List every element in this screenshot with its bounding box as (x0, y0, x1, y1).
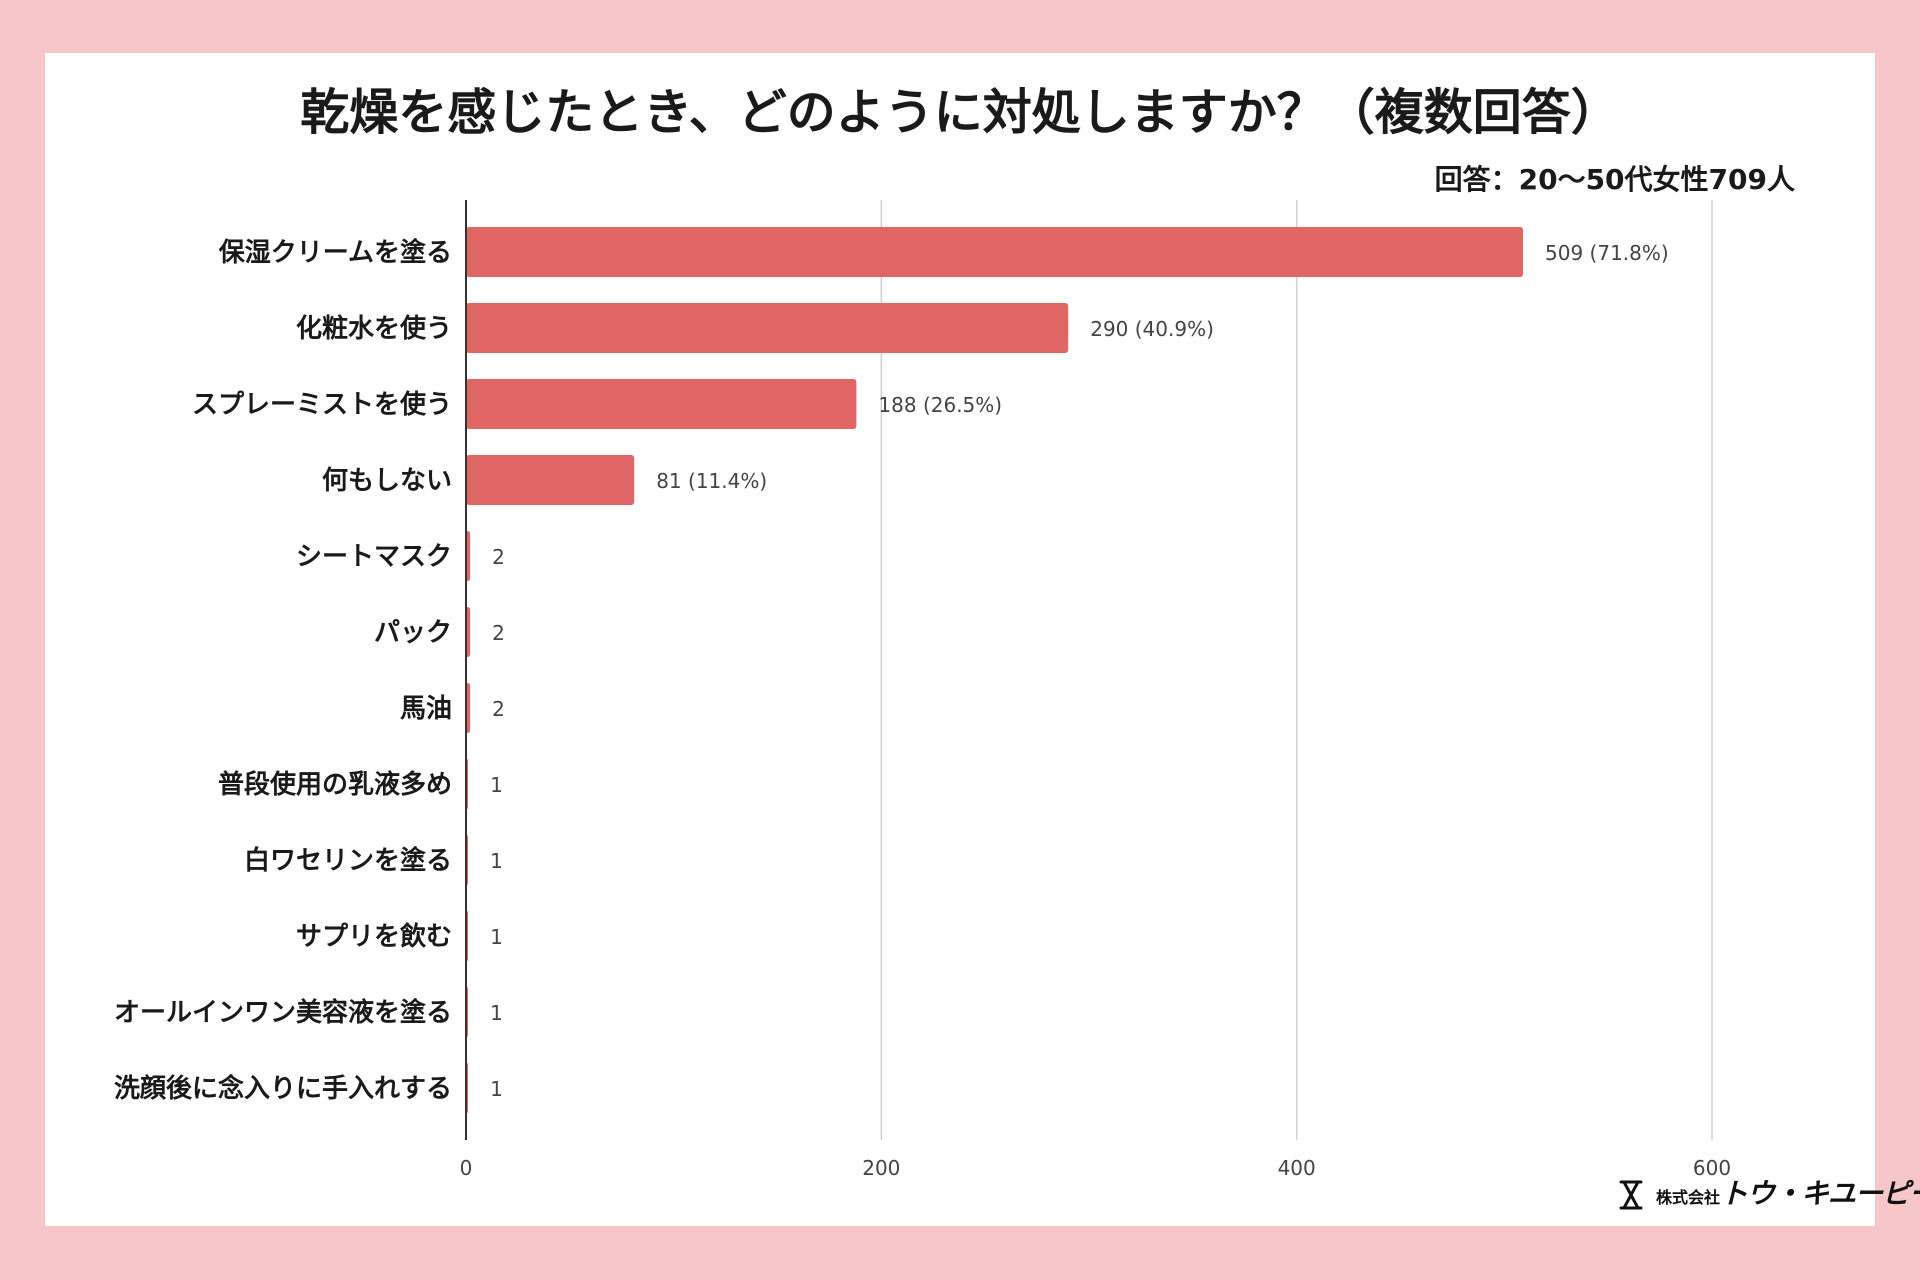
data-label: 509 (71.8%) (1545, 241, 1669, 265)
chart-title: 乾燥を感じたとき、どのように対処しますか？（複数回答） (300, 84, 1620, 141)
category-label: 白ワセリンを塗る (244, 845, 452, 876)
bar (466, 379, 857, 429)
data-label: 1 (490, 1077, 503, 1101)
data-label: 1 (490, 849, 503, 873)
data-label: 1 (490, 925, 503, 949)
category-label: スプレーミストを使う (192, 390, 452, 420)
bar (466, 683, 471, 733)
category-label: 化粧水を使う (296, 313, 452, 344)
category-label: 洗顔後に念入りに手入れする (114, 1073, 452, 1104)
bars (466, 227, 1524, 1113)
bar (466, 607, 471, 657)
category-label: 馬油 (400, 694, 452, 724)
x-tick-label: 600 (1693, 1156, 1731, 1180)
bar (466, 227, 1524, 277)
logo-company-prefix: 株式会社 (1656, 1188, 1721, 1207)
bar (466, 455, 635, 505)
logo-company-name: トウ・キユーピー (1720, 1177, 1920, 1210)
bar (466, 531, 471, 581)
company-logo: 株式会社トウ・キユーピー (1618, 1174, 1920, 1214)
x-tick-label: 0 (460, 1156, 473, 1180)
category-label: 普段使用の乳液多め (218, 769, 452, 800)
category-label: 何もしない (322, 466, 452, 496)
data-label: 81 (11.4%) (656, 469, 767, 493)
labels: 0 200 400 600 保湿クリームを塗る 509 (71.8%) 化粧水を使う 290 … (114, 237, 1731, 1180)
category-label: オールインワン美容液を塗る (114, 997, 452, 1028)
data-label: 1 (490, 773, 503, 797)
category-label: 保湿クリームを塗る (218, 237, 452, 268)
data-label: 2 (492, 621, 505, 645)
data-label: 2 (492, 697, 505, 721)
respondent-note: 回答：20〜50代女性709人 (1434, 163, 1795, 196)
data-label: 290 (40.9%) (1090, 317, 1214, 341)
data-label: 1 (490, 1001, 503, 1025)
hourglass-icon (1619, 1180, 1643, 1210)
data-label: 188 (26.5%) (878, 393, 1002, 417)
x-tick-label: 400 (1278, 1156, 1316, 1180)
data-label: 2 (492, 545, 505, 569)
category-label: シートマスク (296, 542, 452, 572)
x-tick-label: 200 (862, 1156, 900, 1180)
category-label: サプリを飲む (296, 921, 452, 952)
bar (466, 303, 1069, 353)
category-label: パック (374, 618, 452, 648)
gridlines (880, 200, 1713, 1140)
